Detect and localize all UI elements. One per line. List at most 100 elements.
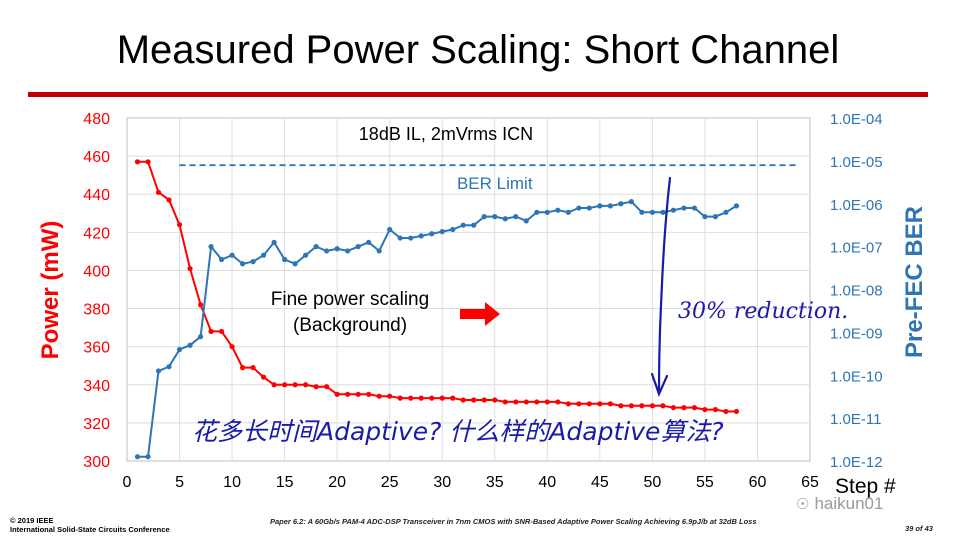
power-data-point bbox=[691, 405, 698, 411]
power-data-point bbox=[618, 403, 624, 409]
ber-data-point bbox=[324, 248, 330, 254]
ber-data-point bbox=[576, 205, 582, 211]
x-tick-label: 35 bbox=[486, 474, 504, 491]
y-axis-label: Power (mW) bbox=[37, 221, 64, 360]
ber-data-point bbox=[313, 244, 319, 250]
ber-data-point bbox=[176, 346, 183, 353]
power-data-point bbox=[502, 399, 508, 405]
ber-data-point bbox=[418, 233, 424, 239]
fine-scaling-label-2: (Background) bbox=[293, 315, 407, 336]
title-rule bbox=[28, 92, 928, 97]
ber-data-point bbox=[460, 222, 466, 228]
ber-data-point bbox=[303, 252, 309, 258]
power-data-point bbox=[712, 406, 719, 413]
power-data-point bbox=[408, 395, 414, 401]
power-data-point bbox=[292, 382, 298, 388]
y2-tick-label: 1.0E-10 bbox=[830, 368, 883, 385]
power-data-point bbox=[366, 391, 372, 397]
power-data-point bbox=[397, 395, 403, 401]
ber-data-point bbox=[166, 364, 172, 370]
power-data-point bbox=[261, 374, 267, 380]
power-data-point bbox=[155, 189, 162, 195]
y2-tick-label: 1.0E-12 bbox=[830, 454, 883, 471]
ber-data-point bbox=[229, 252, 235, 258]
ber-data-point bbox=[450, 226, 456, 233]
y-tick-label: 440 bbox=[83, 187, 110, 204]
footer-page-number: 39 of 43 bbox=[905, 524, 933, 533]
power-data-point bbox=[607, 401, 613, 407]
power-data-point bbox=[166, 197, 172, 203]
ber-data-point bbox=[555, 207, 561, 213]
ber-data-point bbox=[197, 334, 204, 340]
chart-title: 18dB IL, 2mVrms ICN bbox=[359, 124, 533, 144]
x-axis-label: Step # bbox=[835, 475, 896, 498]
ber-data-point bbox=[397, 235, 403, 241]
ber-data-point bbox=[334, 246, 340, 252]
ber-data-point bbox=[670, 207, 677, 213]
watermark-text: haikun01 bbox=[814, 494, 884, 513]
right-arrow-icon bbox=[460, 302, 500, 326]
ber-data-point bbox=[218, 256, 225, 263]
ber-data-point bbox=[345, 248, 351, 254]
plot-area bbox=[126, 117, 811, 462]
ber-data-point bbox=[366, 239, 372, 245]
ber-data-point bbox=[355, 244, 361, 250]
power-data-point bbox=[513, 399, 519, 405]
y-tick-label: 460 bbox=[83, 149, 110, 166]
power-data-point bbox=[208, 328, 214, 335]
handwritten-down-arrow bbox=[650, 176, 672, 397]
watermark: ☉ haikun01 bbox=[796, 494, 883, 514]
power-data-point bbox=[544, 399, 550, 405]
power-data-point bbox=[492, 397, 498, 403]
power-data-point bbox=[271, 382, 277, 388]
handwritten-reduction-note: 30% reduction. bbox=[678, 299, 848, 324]
ber-data-point bbox=[208, 244, 214, 250]
ber-data-point bbox=[712, 214, 719, 220]
y2-tick-label: 1.0E-09 bbox=[830, 325, 883, 342]
power-data-point bbox=[523, 399, 529, 405]
power-data-point bbox=[628, 403, 634, 409]
power-data-point bbox=[345, 391, 351, 397]
slide-title: Measured Power Scaling: Short Channel bbox=[116, 28, 840, 72]
y-tick-label: 300 bbox=[83, 454, 110, 471]
power-data-point bbox=[387, 393, 393, 399]
ber-data-point bbox=[492, 214, 498, 220]
ber-data-point bbox=[250, 259, 256, 265]
power-data-point bbox=[134, 159, 141, 165]
ber-data-point bbox=[408, 235, 414, 241]
ber-data-point bbox=[628, 199, 634, 205]
power-data-point bbox=[429, 395, 435, 401]
ber-data-point bbox=[513, 214, 519, 220]
ber-data-point bbox=[618, 201, 624, 207]
x-tick-label: 50 bbox=[643, 474, 661, 491]
x-tick-label: 20 bbox=[328, 474, 346, 491]
power-data-point bbox=[239, 365, 246, 371]
ber-data-point bbox=[439, 229, 445, 235]
ber-data-point bbox=[239, 261, 246, 267]
power-data-point bbox=[660, 403, 666, 409]
ber-data-point bbox=[376, 248, 382, 254]
y-tick-label: 320 bbox=[83, 416, 110, 433]
power-data-point bbox=[639, 403, 645, 409]
ber-data-point bbox=[607, 203, 613, 209]
power-data-point bbox=[250, 365, 256, 371]
x-tick-label: 40 bbox=[538, 474, 556, 491]
ber-data-point bbox=[733, 203, 740, 209]
power-data-point bbox=[670, 405, 677, 411]
ber-data-point bbox=[145, 454, 151, 460]
ber-data-point bbox=[691, 205, 698, 211]
y2-tick-label: 1.0E-07 bbox=[830, 240, 883, 257]
x-tick-label: 10 bbox=[223, 474, 241, 491]
power-data-point bbox=[376, 393, 382, 399]
power-data-point bbox=[324, 384, 330, 390]
y-tick-label: 420 bbox=[83, 225, 110, 242]
power-data-point bbox=[534, 399, 540, 405]
footer-conference-text: International Solid-State Circuits Confe… bbox=[10, 525, 170, 534]
power-data-point bbox=[439, 395, 445, 401]
series-group bbox=[134, 159, 740, 460]
x-tick-label: 5 bbox=[175, 474, 184, 491]
ber-data-point bbox=[565, 209, 571, 215]
ber-data-point bbox=[187, 342, 193, 348]
y-tick-label: 400 bbox=[83, 263, 110, 280]
handwritten-question-note: 花多长时间Adaptive? 什么样的Adaptive算法? bbox=[192, 417, 724, 446]
